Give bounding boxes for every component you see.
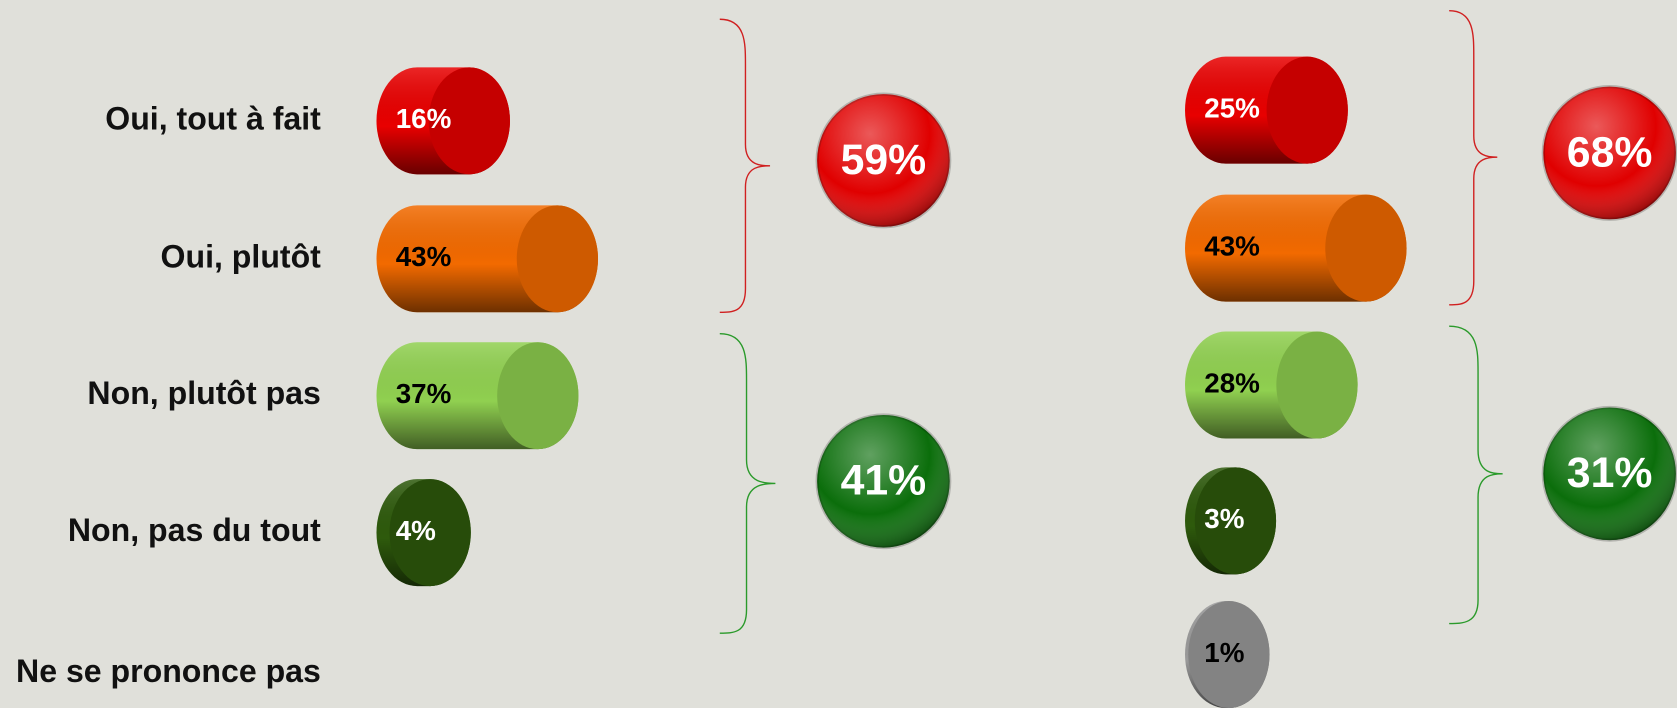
cylinder [1185, 56, 1348, 164]
value-label: 43% [396, 241, 452, 272]
category-label: Oui, plutôt [161, 238, 322, 274]
cylinder-cap [1276, 331, 1358, 439]
cylinder-cap [1325, 194, 1407, 302]
cylinder [1185, 467, 1277, 575]
cylinder [376, 479, 471, 587]
total-gloss [1543, 407, 1676, 541]
brace [719, 332, 776, 634]
brace [1449, 325, 1503, 625]
cylinder [1185, 601, 1270, 708]
total-gloss [817, 414, 950, 548]
cylinder-cap-shade [1188, 601, 1270, 708]
value-label: 16% [396, 103, 452, 134]
total-label: 31% [1567, 449, 1653, 497]
cylinder-cap-shade [1194, 467, 1277, 575]
value-label: 37% [396, 378, 452, 409]
cylinder-cap-shade [516, 205, 599, 313]
value-label: 43% [1204, 230, 1260, 261]
cylinder-cap [1266, 56, 1348, 164]
category-label: Ne se prononce pas [16, 653, 321, 689]
cylinder [376, 67, 510, 175]
braces [719, 9, 1503, 634]
brace [1449, 9, 1498, 306]
total-gloss [817, 94, 950, 227]
category-label: Non, plutôt pas [87, 375, 320, 411]
cylinder-cap [1194, 467, 1277, 575]
total-label: 68% [1567, 128, 1653, 176]
cylinder-cap-shade [1325, 194, 1407, 302]
value-label: 1% [1204, 637, 1244, 668]
cylinder-cap-shade [497, 342, 579, 450]
total-gloss [1543, 86, 1676, 220]
cylinder [1185, 194, 1407, 302]
cylinder-cap [389, 479, 471, 587]
value-label: 4% [396, 515, 436, 546]
cylinder-cap [1188, 601, 1270, 708]
cylinder-cap [497, 342, 579, 450]
category-label: Oui, tout à fait [105, 100, 321, 136]
total-label: 59% [841, 136, 927, 184]
category-label: Non, pas du tout [68, 512, 321, 548]
cylinder [1185, 331, 1358, 439]
cylinder-cap-shade [428, 67, 510, 175]
cylinder-cap-shade [1276, 331, 1358, 439]
brace [719, 18, 771, 313]
value-label: 25% [1204, 93, 1260, 124]
cylinder-cap-shade [389, 479, 471, 587]
total-label: 41% [841, 457, 927, 505]
cylinder-cap [516, 205, 599, 313]
value-label: 3% [1204, 503, 1244, 534]
cylinder-cap [428, 67, 510, 175]
value-label: 28% [1204, 367, 1260, 398]
cylinder-cap-shade [1266, 56, 1348, 164]
cylinder [376, 342, 579, 450]
cylinder [376, 205, 599, 313]
